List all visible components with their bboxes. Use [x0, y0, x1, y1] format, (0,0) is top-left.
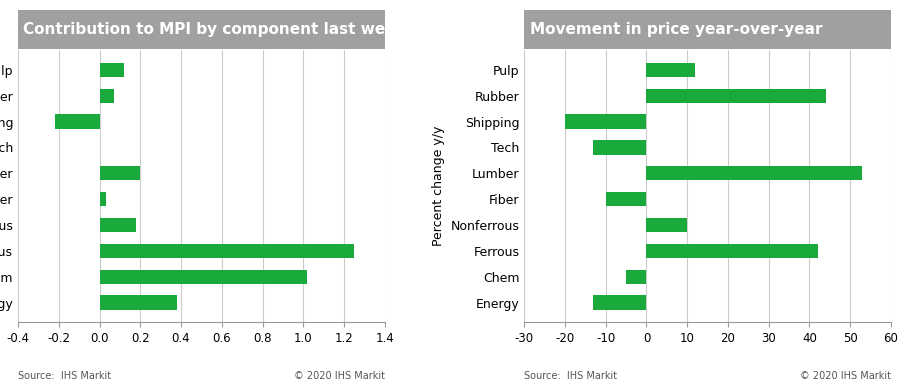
Bar — [100, 218, 136, 232]
Text: © 2020 IHS Markit: © 2020 IHS Markit — [293, 371, 385, 381]
Bar — [646, 166, 862, 180]
Bar — [646, 88, 826, 103]
Bar — [55, 114, 100, 129]
Text: Movement in price year-over-year: Movement in price year-over-year — [529, 22, 822, 36]
Bar — [100, 296, 177, 310]
Text: Source:  IHS Markit: Source: IHS Markit — [524, 371, 617, 381]
Bar — [646, 244, 817, 258]
Bar — [100, 88, 113, 103]
Y-axis label: Percent change y/y: Percent change y/y — [432, 126, 445, 246]
Bar — [100, 244, 355, 258]
Bar — [606, 192, 646, 206]
Bar — [565, 114, 646, 129]
Bar — [626, 270, 646, 284]
Bar — [100, 270, 308, 284]
Bar — [593, 140, 646, 154]
Bar — [100, 63, 124, 77]
Text: Contribution to MPI by component last week: Contribution to MPI by component last we… — [23, 22, 406, 36]
Bar — [646, 63, 696, 77]
Bar — [100, 166, 140, 180]
Text: © 2020 IHS Markit: © 2020 IHS Markit — [800, 371, 891, 381]
Bar — [646, 218, 688, 232]
Bar — [593, 296, 646, 310]
Bar — [100, 192, 105, 206]
Text: Source:  IHS Markit: Source: IHS Markit — [18, 371, 111, 381]
